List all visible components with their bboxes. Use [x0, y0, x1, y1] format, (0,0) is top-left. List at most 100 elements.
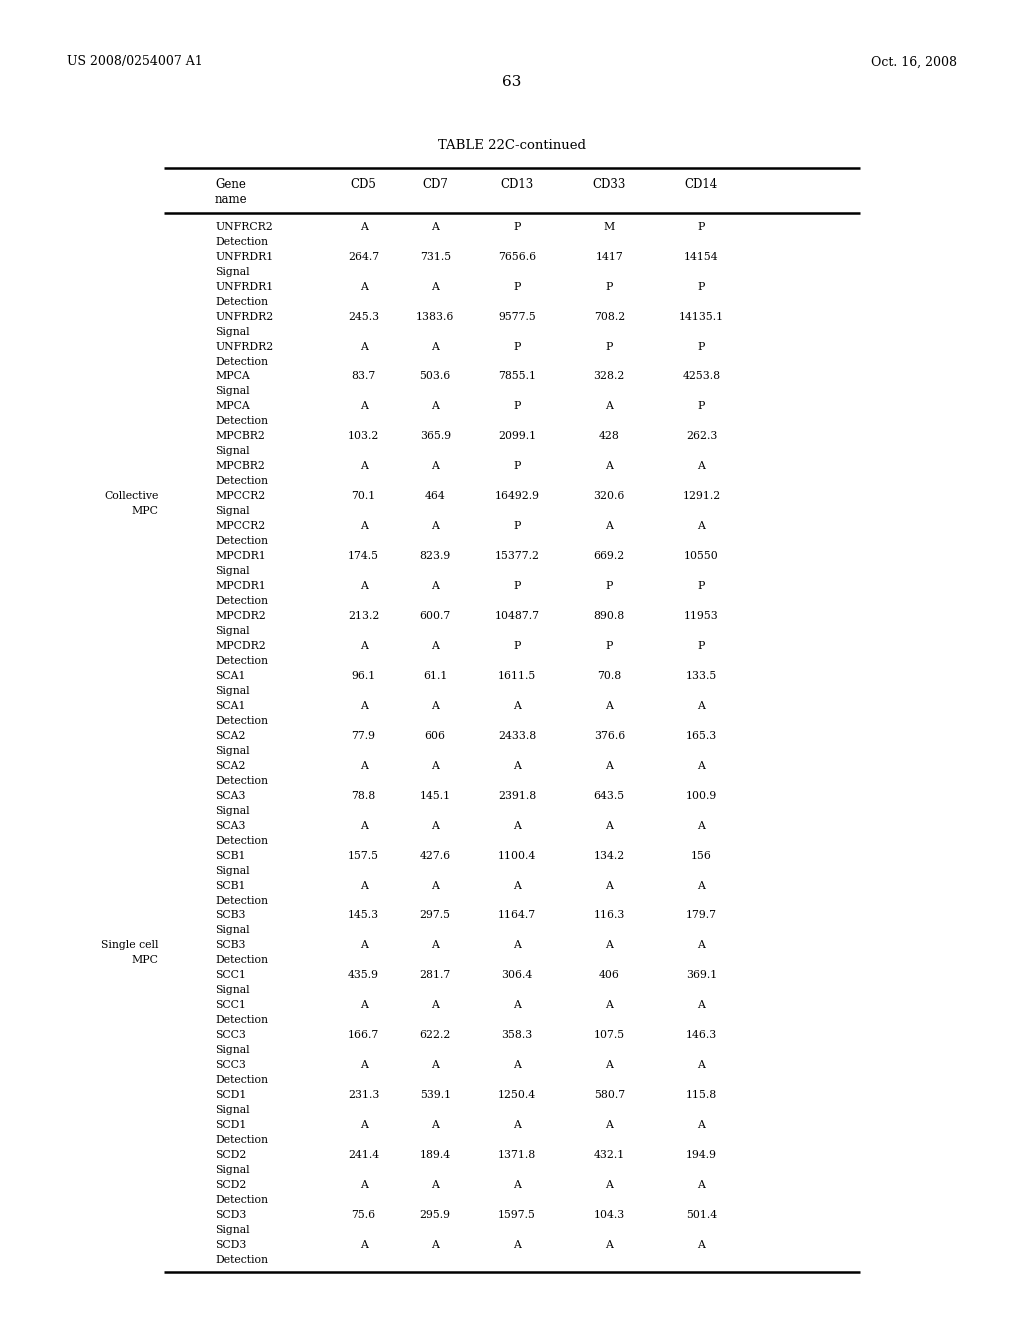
- Text: Detection: Detection: [215, 836, 268, 846]
- Text: US 2008/0254007 A1: US 2008/0254007 A1: [67, 55, 203, 69]
- Text: A: A: [359, 342, 368, 351]
- Text: SCA2: SCA2: [215, 760, 246, 771]
- Text: A: A: [431, 1001, 439, 1010]
- Text: 376.6: 376.6: [594, 731, 625, 741]
- Text: Detection: Detection: [215, 416, 268, 426]
- Text: 7855.1: 7855.1: [498, 371, 537, 381]
- Text: 264.7: 264.7: [348, 252, 379, 261]
- Text: MPCBR2: MPCBR2: [215, 432, 265, 441]
- Text: CD14: CD14: [685, 178, 718, 191]
- Text: Detection: Detection: [215, 597, 268, 606]
- Text: 432.1: 432.1: [594, 1150, 625, 1160]
- Text: 145.3: 145.3: [348, 911, 379, 920]
- Text: Signal: Signal: [215, 387, 250, 396]
- Text: A: A: [605, 821, 613, 830]
- Text: 231.3: 231.3: [348, 1090, 379, 1100]
- Text: 179.7: 179.7: [686, 911, 717, 920]
- Text: 157.5: 157.5: [348, 850, 379, 861]
- Text: 165.3: 165.3: [686, 731, 717, 741]
- Text: A: A: [359, 701, 368, 711]
- Text: Signal: Signal: [215, 326, 250, 337]
- Text: name: name: [215, 193, 248, 206]
- Text: A: A: [431, 821, 439, 830]
- Text: A: A: [605, 760, 613, 771]
- Text: Detection: Detection: [215, 895, 268, 906]
- Text: P: P: [605, 281, 613, 292]
- Text: A: A: [359, 401, 368, 412]
- Text: A: A: [431, 342, 439, 351]
- Text: 539.1: 539.1: [420, 1090, 451, 1100]
- Text: A: A: [431, 521, 439, 531]
- Text: 145.1: 145.1: [420, 791, 451, 801]
- Text: P: P: [697, 642, 706, 651]
- Text: P: P: [697, 581, 706, 591]
- Text: 606: 606: [425, 731, 445, 741]
- Text: SCB3: SCB3: [215, 940, 246, 950]
- Text: P: P: [605, 581, 613, 591]
- Text: SCA2: SCA2: [215, 731, 246, 741]
- Text: SCD3: SCD3: [215, 1239, 247, 1250]
- Text: A: A: [431, 940, 439, 950]
- Text: A: A: [359, 760, 368, 771]
- Text: A: A: [605, 461, 613, 471]
- Text: 1164.7: 1164.7: [498, 911, 537, 920]
- Text: Detection: Detection: [215, 477, 268, 486]
- Text: A: A: [697, 821, 706, 830]
- Text: Gene: Gene: [215, 178, 246, 191]
- Text: 262.3: 262.3: [686, 432, 717, 441]
- Text: A: A: [513, 701, 521, 711]
- Text: A: A: [431, 281, 439, 292]
- Text: A: A: [513, 1121, 521, 1130]
- Text: 708.2: 708.2: [594, 312, 625, 322]
- Text: A: A: [431, 1121, 439, 1130]
- Text: 83.7: 83.7: [351, 371, 376, 381]
- Text: SCB1: SCB1: [215, 850, 246, 861]
- Text: 189.4: 189.4: [420, 1150, 451, 1160]
- Text: A: A: [697, 1001, 706, 1010]
- Text: A: A: [513, 1180, 521, 1191]
- Text: A: A: [605, 521, 613, 531]
- Text: A: A: [513, 1001, 521, 1010]
- Text: A: A: [697, 1121, 706, 1130]
- Text: Detection: Detection: [215, 956, 268, 965]
- Text: 116.3: 116.3: [594, 911, 625, 920]
- Text: P: P: [513, 581, 521, 591]
- Text: P: P: [513, 521, 521, 531]
- Text: 503.6: 503.6: [420, 371, 451, 381]
- Text: 365.9: 365.9: [420, 432, 451, 441]
- Text: A: A: [605, 701, 613, 711]
- Text: P: P: [605, 342, 613, 351]
- Text: SCD1: SCD1: [215, 1121, 247, 1130]
- Text: SCC1: SCC1: [215, 970, 246, 981]
- Text: A: A: [697, 1060, 706, 1071]
- Text: Single cell: Single cell: [101, 940, 159, 950]
- Text: Signal: Signal: [215, 566, 250, 576]
- Text: P: P: [513, 281, 521, 292]
- Text: Detection: Detection: [215, 1195, 268, 1205]
- Text: P: P: [697, 222, 706, 232]
- Text: A: A: [605, 1060, 613, 1071]
- Text: 358.3: 358.3: [502, 1031, 532, 1040]
- Text: 245.3: 245.3: [348, 312, 379, 322]
- Text: MPC: MPC: [132, 956, 159, 965]
- Text: Signal: Signal: [215, 746, 250, 756]
- Text: P: P: [513, 342, 521, 351]
- Text: MPCDR1: MPCDR1: [215, 581, 266, 591]
- Text: SCB3: SCB3: [215, 911, 246, 920]
- Text: 1100.4: 1100.4: [498, 850, 537, 861]
- Text: A: A: [697, 521, 706, 531]
- Text: 156: 156: [691, 850, 712, 861]
- Text: UNFRDR1: UNFRDR1: [215, 281, 273, 292]
- Text: P: P: [513, 461, 521, 471]
- Text: Detection: Detection: [215, 297, 268, 306]
- Text: 428: 428: [599, 432, 620, 441]
- Text: P: P: [513, 642, 521, 651]
- Text: 669.2: 669.2: [594, 552, 625, 561]
- Text: A: A: [697, 1239, 706, 1250]
- Text: MPCDR1: MPCDR1: [215, 552, 266, 561]
- Text: A: A: [697, 880, 706, 891]
- Text: 78.8: 78.8: [351, 791, 376, 801]
- Text: P: P: [697, 281, 706, 292]
- Text: Signal: Signal: [215, 626, 250, 636]
- Text: UNFRDR2: UNFRDR2: [215, 312, 273, 322]
